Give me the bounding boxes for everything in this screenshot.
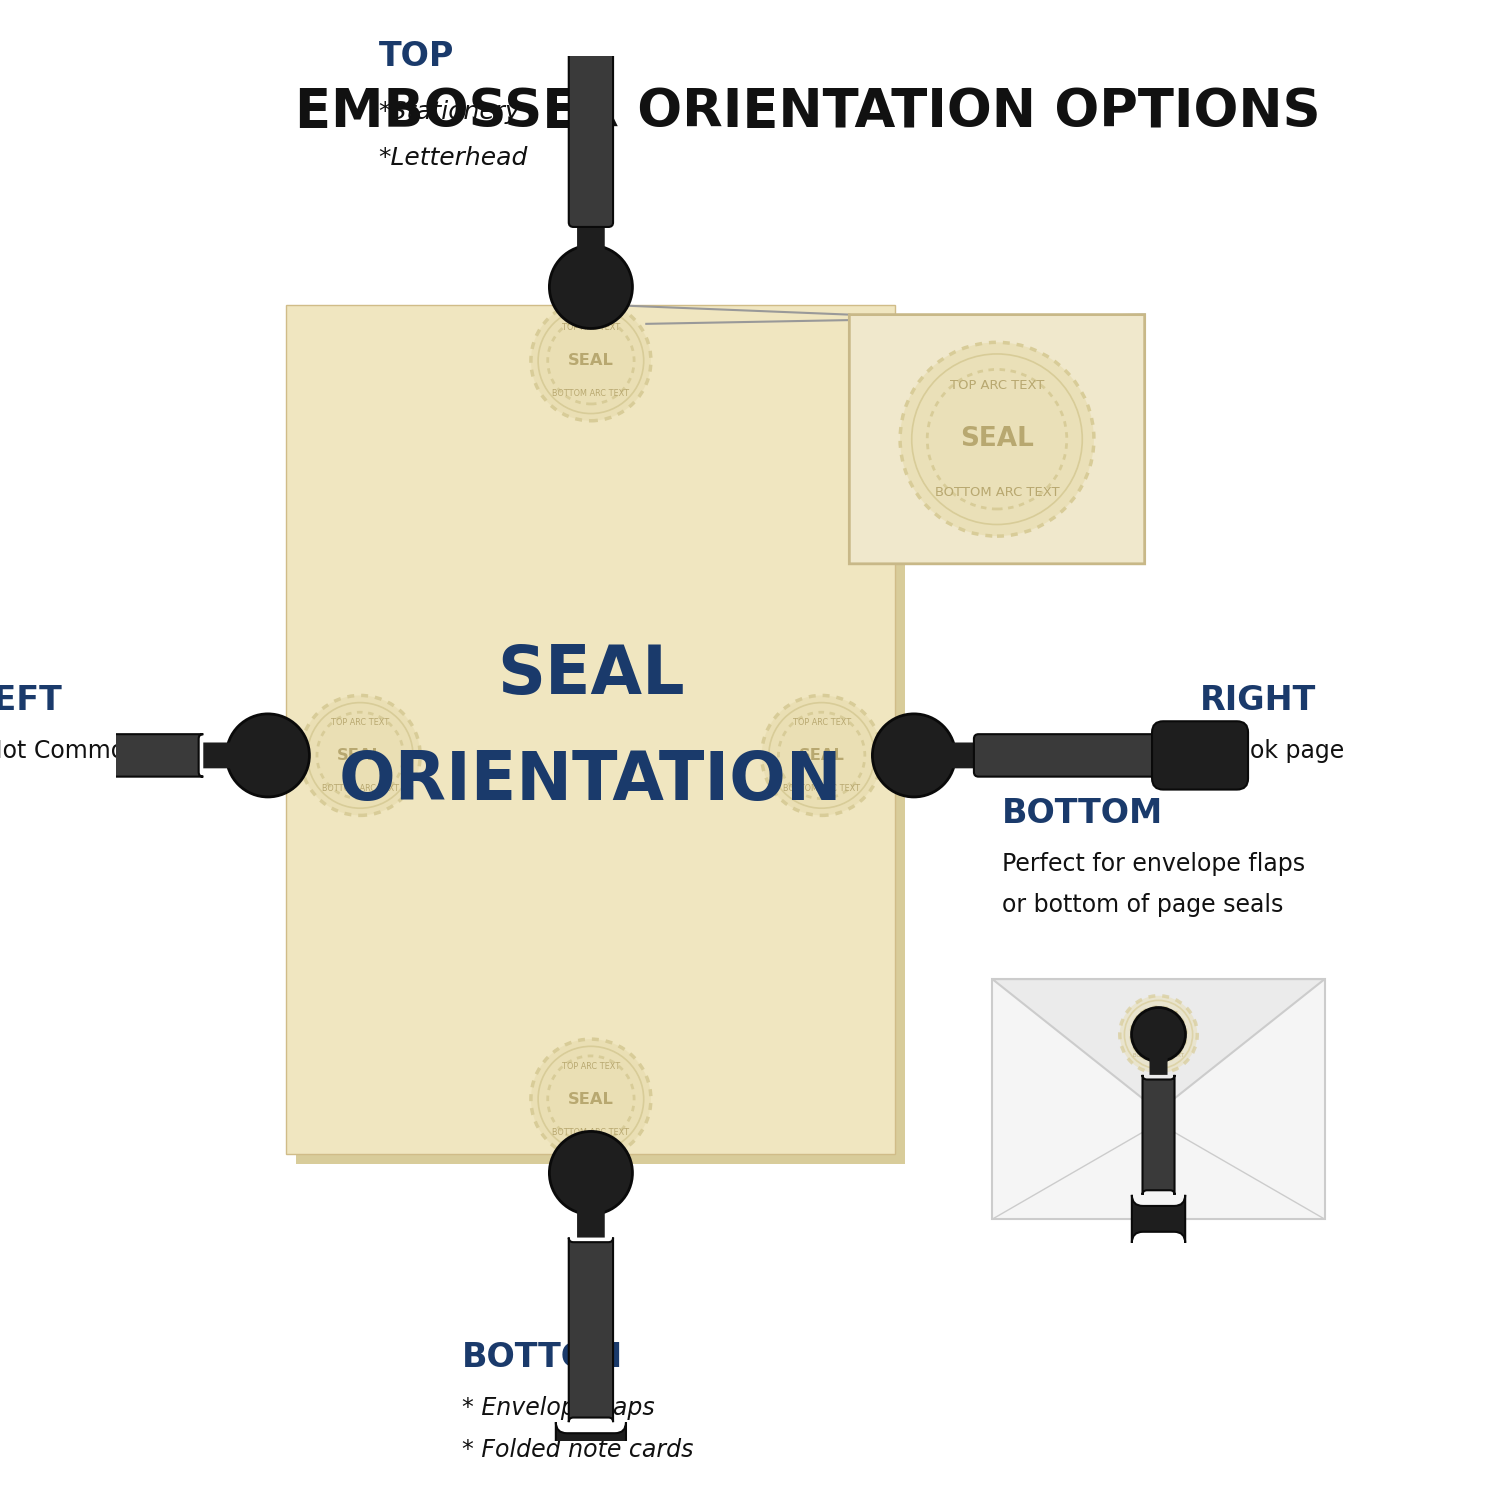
Polygon shape <box>993 980 1324 1112</box>
Circle shape <box>900 342 1094 536</box>
Text: TOP ARC TEXT: TOP ARC TEXT <box>562 324 620 333</box>
Circle shape <box>1131 1008 1185 1062</box>
FancyBboxPatch shape <box>568 1238 614 1422</box>
FancyBboxPatch shape <box>556 1422 626 1496</box>
FancyBboxPatch shape <box>1132 1196 1185 1243</box>
Text: SEAL: SEAL <box>338 748 382 764</box>
Text: SEAL: SEAL <box>568 1092 614 1107</box>
Text: BOTTOM ARC TEXT: BOTTOM ARC TEXT <box>783 784 859 794</box>
Circle shape <box>549 246 633 328</box>
Text: * Book page: * Book page <box>1200 740 1344 764</box>
Text: SEAL: SEAL <box>798 748 844 764</box>
Text: TOP ARC TEXT: TOP ARC TEXT <box>332 718 390 728</box>
FancyBboxPatch shape <box>578 1210 604 1237</box>
Text: TOP ARC TEXT: TOP ARC TEXT <box>950 380 1044 393</box>
Circle shape <box>1120 996 1197 1074</box>
Text: TOP ARC TEXT: TOP ARC TEXT <box>1138 1011 1178 1016</box>
Text: TOP ARC TEXT: TOP ARC TEXT <box>792 718 850 728</box>
Text: SEAL: SEAL <box>568 354 614 369</box>
Text: BOTTOM ARC TEXT: BOTTOM ARC TEXT <box>552 390 630 399</box>
Text: TOP ARC TEXT: TOP ARC TEXT <box>562 1062 620 1071</box>
Circle shape <box>531 302 651 422</box>
Text: SEAL: SEAL <box>960 426 1034 451</box>
Circle shape <box>226 714 309 797</box>
Text: *Stationery: *Stationery <box>378 99 520 123</box>
Circle shape <box>300 696 420 816</box>
FancyBboxPatch shape <box>1149 1058 1167 1076</box>
Text: EMBOSSER ORIENTATION OPTIONS: EMBOSSER ORIENTATION OPTIONS <box>296 86 1320 138</box>
Text: BOTTOM: BOTTOM <box>1002 796 1162 830</box>
Circle shape <box>873 714 956 797</box>
FancyBboxPatch shape <box>578 222 604 251</box>
Text: RIGHT: RIGHT <box>1200 684 1317 717</box>
Text: *Letterhead: *Letterhead <box>378 146 528 170</box>
Text: Perfect for envelope flaps: Perfect for envelope flaps <box>1002 852 1305 876</box>
FancyBboxPatch shape <box>951 742 978 768</box>
Text: BOTTOM ARC TEXT: BOTTOM ARC TEXT <box>1132 1053 1184 1059</box>
Text: BOTTOM ARC TEXT: BOTTOM ARC TEXT <box>552 1128 630 1137</box>
Text: SEAL: SEAL <box>1143 1029 1174 1039</box>
Circle shape <box>531 1040 651 1160</box>
Polygon shape <box>286 306 896 1155</box>
Text: SEAL: SEAL <box>496 642 684 708</box>
FancyBboxPatch shape <box>18 734 204 777</box>
Text: * Envelope flaps: * Envelope flaps <box>462 1396 654 1420</box>
Circle shape <box>549 1131 633 1215</box>
FancyBboxPatch shape <box>556 0 626 50</box>
Text: BOTTOM ARC TEXT: BOTTOM ARC TEXT <box>321 784 399 794</box>
Text: LEFT: LEFT <box>0 684 63 717</box>
Text: * Folded note cards: * Folded note cards <box>462 1438 693 1462</box>
FancyBboxPatch shape <box>204 742 231 768</box>
Text: TOP: TOP <box>378 39 454 72</box>
FancyBboxPatch shape <box>974 734 1167 777</box>
Polygon shape <box>993 980 1324 1220</box>
FancyBboxPatch shape <box>849 315 1144 564</box>
Text: BOTTOM ARC TEXT: BOTTOM ARC TEXT <box>934 486 1059 500</box>
Polygon shape <box>296 315 904 1164</box>
FancyBboxPatch shape <box>1143 1076 1174 1196</box>
Text: *Not Common: *Not Common <box>0 740 140 764</box>
FancyBboxPatch shape <box>568 33 614 226</box>
FancyBboxPatch shape <box>0 722 18 789</box>
Text: or bottom of page seals: or bottom of page seals <box>1002 894 1282 918</box>
FancyBboxPatch shape <box>1152 722 1248 789</box>
Circle shape <box>762 696 882 816</box>
Text: ORIENTATION: ORIENTATION <box>339 747 843 813</box>
Text: BOTTOM: BOTTOM <box>462 1341 622 1374</box>
